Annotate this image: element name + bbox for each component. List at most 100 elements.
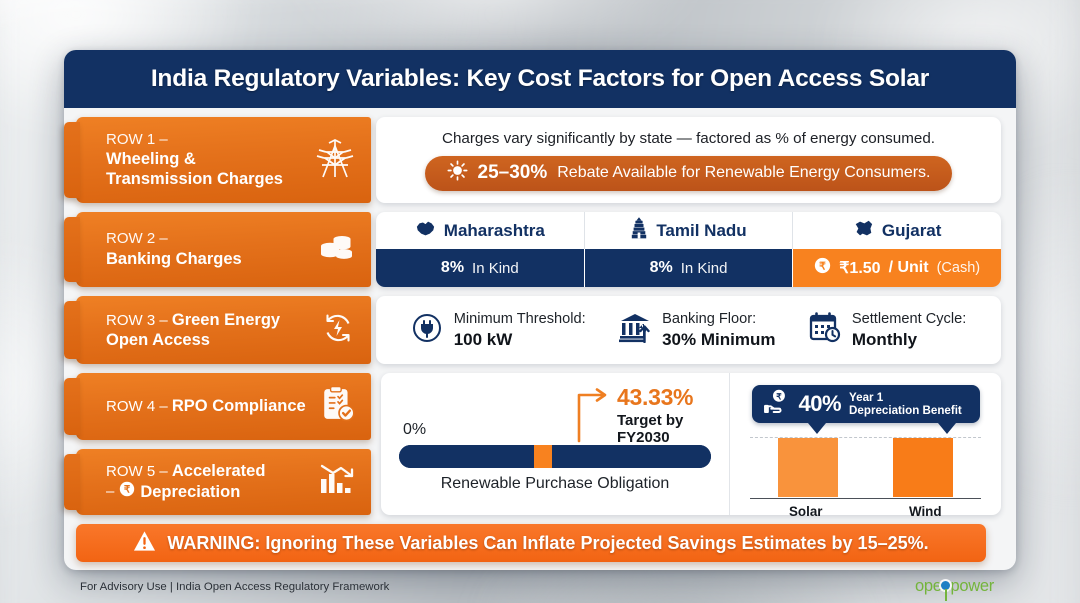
badge-pointer-wind: [937, 423, 956, 434]
depreciation-chart-section: ₹ 40% Year 1 Depreciation Benefit: [729, 373, 1001, 519]
row-5-kicker: ROW 5 –: [106, 462, 168, 480]
row-1-title-line1: Wheeling &: [106, 150, 196, 169]
stat-label: Banking Floor:: [662, 311, 757, 328]
callout-arrow-icon: [577, 385, 611, 448]
row-2-content: Maharashtra Tamil Nadu: [376, 212, 1001, 287]
hand-rupee-icon: ₹: [763, 389, 791, 419]
row-1-wheeling-transmission: ROW 1 – Wheeling & Transmission Charges: [64, 117, 1001, 203]
row-3-strong: Green Energy: [171, 310, 281, 329]
state-name: Gujarat: [881, 220, 942, 240]
row-1-kicker: ROW 1 –: [106, 130, 168, 148]
stat-value: 100 kW: [453, 330, 513, 349]
rpo-callout: 43.33% Target by FY2030: [577, 384, 729, 448]
energy-cycle-icon: [321, 311, 355, 350]
rebate-text: Rebate Available for Renewable Energy Co…: [557, 164, 931, 181]
rpo-start-label: 0%: [403, 421, 427, 438]
declining-bar-chart-icon: [319, 463, 355, 500]
state-header-maharashtra: Maharashtra: [376, 212, 585, 249]
rows-container: ROW 1 – Wheeling & Transmission Charges: [64, 108, 1016, 562]
row-2-title: Banking Charges: [106, 249, 242, 268]
row-3-content: Minimum Threshold: 100 kW: [376, 296, 1001, 364]
rupee-circle-icon: ₹: [119, 481, 135, 502]
badge-pointer-solar: [807, 423, 826, 434]
coin-stack-icon: [317, 230, 355, 269]
stat-minimum-threshold: Minimum Threshold: 100 kW: [411, 309, 586, 351]
rows-4-5-group: ROW 4 – RPO Compliance: [64, 373, 1001, 519]
row-2-label-tab[interactable]: ROW 2 – Banking Charges: [64, 212, 371, 287]
stat-value: Monthly: [851, 330, 918, 349]
rpo-marker: [534, 445, 552, 468]
row-2-banking-charges: ROW 2 – Banking Charges: [64, 212, 1001, 287]
state-value: 8%: [440, 259, 465, 276]
warning-banner: WARNING: Ignoring These Variables Can In…: [76, 524, 986, 562]
rpo-progress-bar[interactable]: [399, 445, 711, 468]
logo-dot-icon: [941, 581, 951, 590]
logo-stem-icon: [944, 589, 947, 601]
state-value-gujarat: ₹ ₹1.50 / Unit (Cash): [793, 249, 1001, 287]
stat-settlement-cycle: Settlement Cycle: Monthly: [809, 309, 966, 351]
depreciation-bars: [746, 437, 985, 499]
row-4-strong: RPO Compliance: [171, 396, 306, 415]
sun-icon: [446, 160, 468, 186]
state-unit: In Kind: [472, 259, 519, 277]
rpo-caption: Renewable Purchase Obligation: [440, 475, 670, 492]
warning-text: WARNING: Ignoring These Variables Can In…: [167, 532, 929, 553]
row-4-kicker: ROW 4 –: [106, 397, 168, 415]
state-value: ₹1.50: [839, 260, 881, 277]
rpo-target-value: 43.33%: [617, 384, 694, 410]
chart-label-wind: Wind: [908, 504, 942, 519]
state-name: Maharashtra: [443, 220, 545, 240]
state-header-gujarat: Gujarat: [793, 212, 1001, 249]
svg-text:₹: ₹: [124, 485, 131, 496]
chart-label-solar: Solar: [789, 504, 823, 519]
title-bar: India Regulatory Variables: Key Cost Fac…: [64, 50, 1016, 108]
row-5-strong: Accelerated: [171, 461, 266, 480]
row-5-label-tab[interactable]: ROW 5 – Accelerated – ₹ Depreciation: [64, 448, 371, 515]
clipboard-check-icon: [321, 385, 355, 427]
state-unit: In Kind: [680, 259, 728, 277]
row-3-green-energy-open-access: ROW 3 – Green Energy Open Access: [64, 296, 1001, 364]
state-sub: (Cash): [936, 260, 981, 276]
footer: For Advisory Use | India Open Access Reg…: [64, 570, 1016, 603]
state-name: Tamil Nadu: [656, 220, 747, 240]
rupee-circle-icon: ₹: [814, 257, 831, 279]
row-2-kicker: ROW 2 –: [106, 230, 168, 248]
state-header-row: Maharashtra Tamil Nadu: [376, 212, 1001, 249]
stat-value: 30% Minimum: [662, 330, 776, 349]
state-unit: / Unit: [888, 259, 929, 276]
rpo-fill: [399, 445, 535, 468]
page-title: India Regulatory Variables: Key Cost Fac…: [150, 65, 930, 92]
calendar-clock-icon: [809, 312, 841, 348]
rpo-progress-section: 0% 43.33% Target by FY2030: [381, 373, 729, 515]
depreciation-label-line2: Depreciation Benefit: [849, 404, 962, 417]
state-value-maharashtra: 8% In Kind: [376, 249, 585, 287]
rows-4-5-content: 0% 43.33% Target by FY2030: [381, 373, 1001, 519]
svg-text:₹: ₹: [776, 393, 781, 402]
maharashtra-map-icon: [415, 219, 436, 243]
row-3-label-tab[interactable]: ROW 3 – Green Energy Open Access: [64, 296, 371, 364]
row-3-title-line2: Open Access: [106, 331, 210, 350]
depreciation-label-line1: Year 1: [849, 391, 884, 405]
depreciation-badge: ₹ 40% Year 1 Depreciation Benefit: [751, 385, 980, 434]
row-1-title-line2: Transmission Charges: [106, 170, 283, 189]
rebate-value: 25–30%: [477, 162, 548, 183]
stat-label: Settlement Cycle:: [851, 311, 967, 328]
temple-icon: [630, 217, 648, 244]
rpo-target-sub: Target by FY2030: [617, 411, 684, 446]
state-header-tamil-nadu: Tamil Nadu: [585, 212, 794, 249]
warning-triangle-icon: [133, 530, 156, 557]
openpower-logo: openpower: [915, 577, 994, 601]
row-1-note: Charges vary significantly by state — fa…: [442, 129, 935, 147]
chart-dashed-line: [750, 437, 981, 438]
row-1-label-tab[interactable]: ROW 1 – Wheeling & Transmission Charges: [64, 117, 371, 203]
rpo-remaining: [551, 445, 711, 468]
row-4-label-tab[interactable]: ROW 4 – RPO Compliance: [64, 373, 371, 440]
row-3-kicker: ROW 3 –: [106, 311, 168, 329]
gujarat-map-icon: [853, 219, 874, 243]
bar-solar: [777, 438, 838, 498]
row-1-content: Charges vary significantly by state — fa…: [376, 117, 1001, 203]
state-value-row: 8% In Kind 8% In Kind ₹ ₹1.50 / Unit: [376, 249, 1001, 287]
transmission-tower-icon: [315, 137, 355, 184]
rebate-pill: 25–30% Rebate Available for Renewable En…: [424, 155, 953, 191]
stat-label: Minimum Threshold:: [453, 311, 586, 328]
